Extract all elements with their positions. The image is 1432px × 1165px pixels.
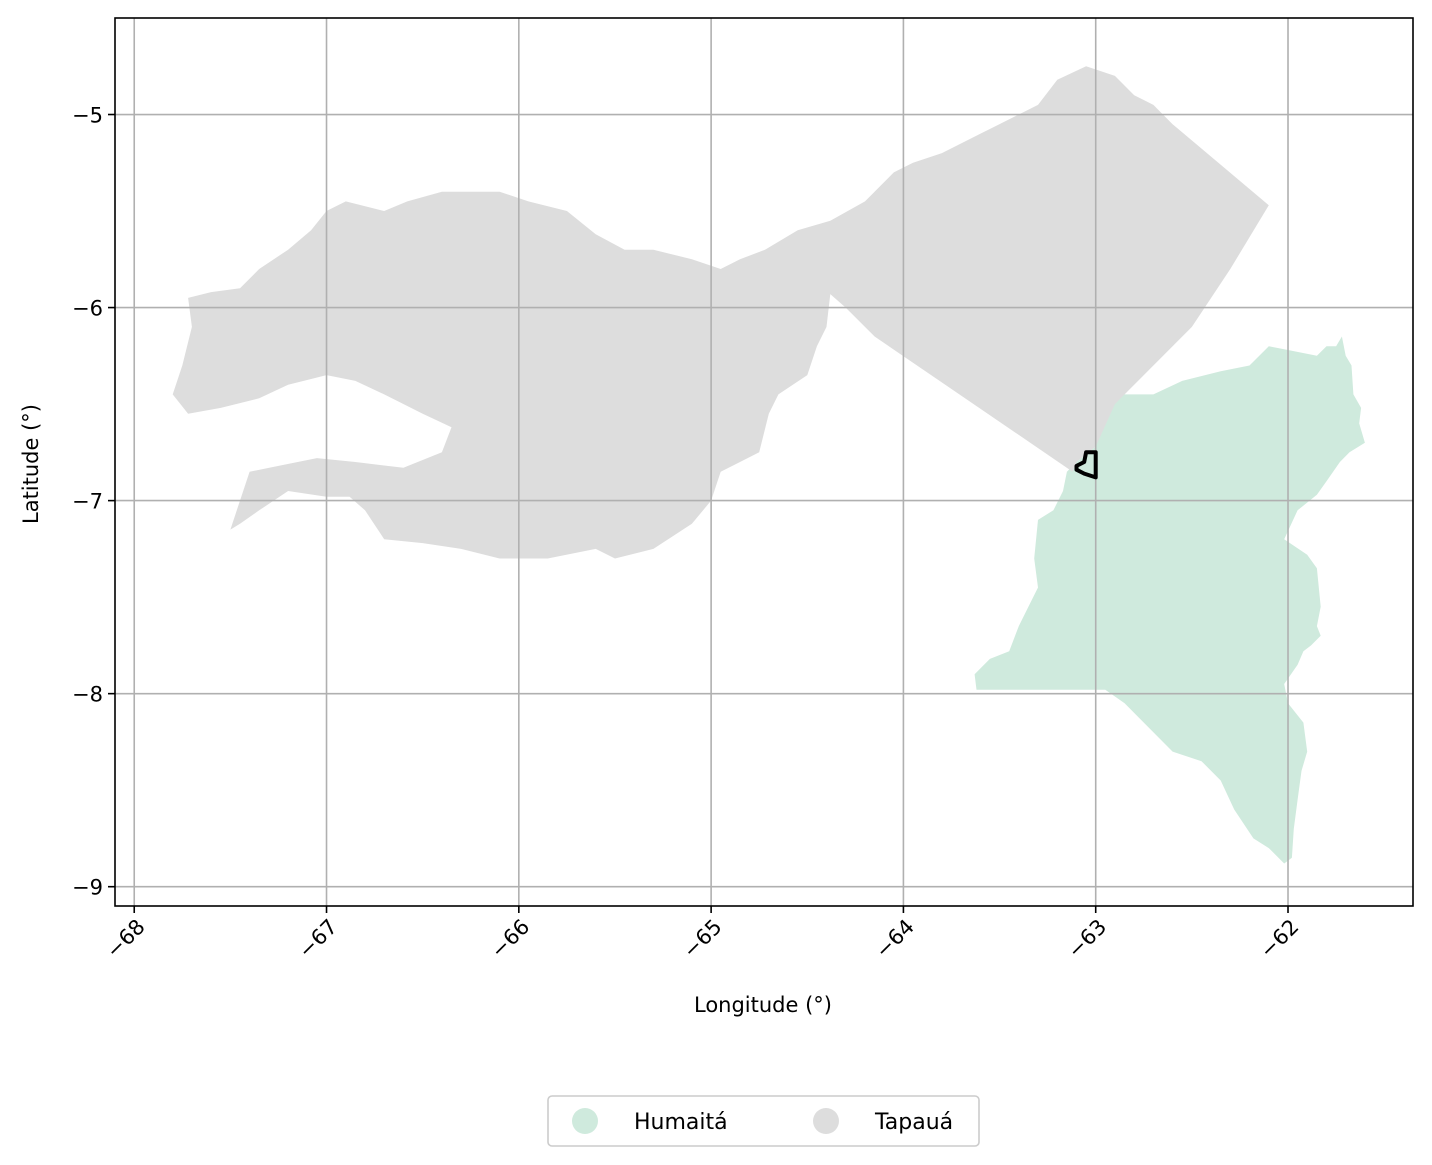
y-tick-label: −6 xyxy=(72,297,103,321)
region-tapaua xyxy=(172,66,1269,559)
y-tick-label: −9 xyxy=(72,876,103,900)
x-tick-label: −66 xyxy=(486,915,534,963)
grid-layer xyxy=(115,18,1413,906)
plot-frame xyxy=(114,17,1414,907)
x-tick-label: −68 xyxy=(101,915,149,963)
y-tick-label: −5 xyxy=(72,104,103,128)
legend-label: Tapauá xyxy=(874,1110,953,1135)
y-axis-label: Latitude (°) xyxy=(19,404,43,524)
x-axis-ticks: −68 −67 −66 −65 −64 −63 −62 xyxy=(101,906,1304,963)
legend-swatch xyxy=(813,1108,839,1134)
x-tick-label: −65 xyxy=(678,915,726,963)
legend-label: Humaitá xyxy=(634,1110,728,1135)
x-tick-label: −64 xyxy=(871,915,919,963)
legend: Humaitá Tapauá xyxy=(547,1095,980,1147)
y-tick-label: −8 xyxy=(72,683,103,707)
y-tick-label: −7 xyxy=(72,490,103,514)
legend-swatch xyxy=(572,1108,598,1134)
legend-box xyxy=(547,1095,980,1147)
x-axis-label: Longitude (°) xyxy=(694,993,832,1017)
y-axis-ticks: −5 −6 −7 −8 −9 xyxy=(72,104,115,900)
outline-layer xyxy=(1074,450,1098,480)
highlight-outline xyxy=(1074,450,1098,480)
x-tick-label: −63 xyxy=(1063,915,1111,963)
x-tick-label: −67 xyxy=(294,915,342,963)
x-tick-label: −62 xyxy=(1255,915,1303,963)
region-layer xyxy=(172,66,1365,864)
